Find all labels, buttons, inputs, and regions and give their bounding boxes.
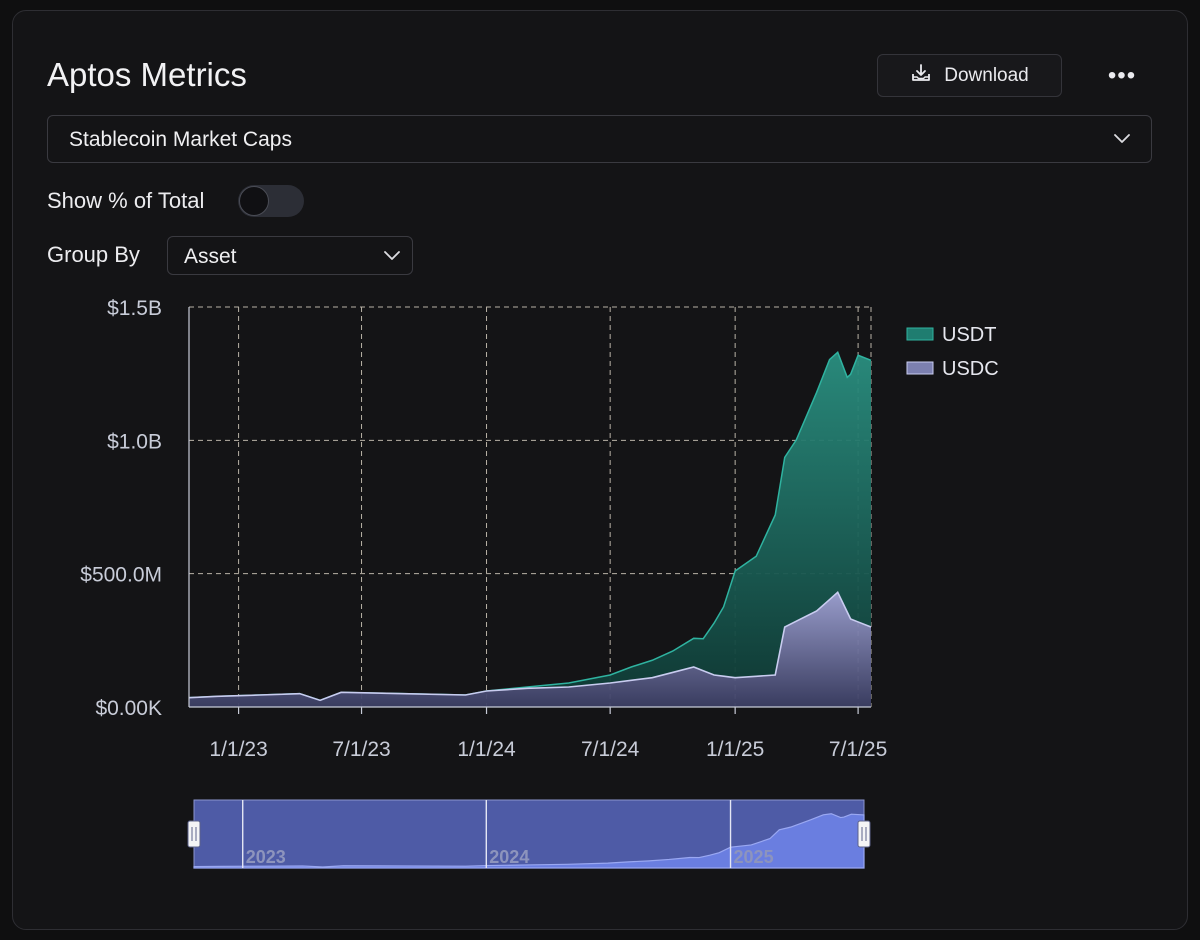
- download-icon: [910, 63, 932, 89]
- download-label: Download: [944, 64, 1029, 86]
- page-title: Aptos Metrics: [47, 56, 247, 93]
- y-tick-label: $1.0B: [107, 430, 162, 453]
- usdc-area: [189, 592, 871, 707]
- legend-label-usdt: USDT: [942, 324, 996, 346]
- legend-swatch-usdc: [906, 361, 934, 375]
- group-by-select[interactable]: Asset: [167, 236, 413, 275]
- usdc-line: [188, 591, 872, 702]
- percent-toggle[interactable]: [238, 185, 304, 217]
- chevron-down-icon: [384, 251, 400, 260]
- navigator-year-label: 2025: [734, 847, 774, 867]
- navigator-area: [193, 813, 865, 869]
- stablecoin-chart: $0.00K $500.0M $1.0B $1.5B 1/1/23 7/1/23 1/1/2…: [80, 297, 999, 761]
- x-tick-label: 7/1/24: [581, 738, 640, 761]
- x-tick-label: 1/1/24: [457, 738, 516, 761]
- x-tick-label: 1/1/25: [706, 738, 764, 761]
- download-button[interactable]: Download: [877, 54, 1062, 97]
- chevron-down-icon: [1114, 134, 1130, 143]
- handle-body: [187, 820, 201, 848]
- y-tick-label: $0.00K: [95, 697, 162, 720]
- metrics-panel: [12, 10, 1188, 930]
- legend-label-usdc: USDC: [942, 358, 999, 380]
- navigator-handle-right[interactable]: [857, 820, 871, 848]
- toggle-knob: [239, 186, 269, 216]
- navigator-handle-left[interactable]: [187, 820, 201, 848]
- navigator-year-label: 2023: [246, 847, 286, 867]
- handle-body: [857, 820, 871, 848]
- navigator-year-label: 2024: [489, 847, 529, 867]
- x-tick-label: 1/1/23: [209, 738, 267, 761]
- more-icon: •••: [1107, 62, 1137, 89]
- metric-select[interactable]: Stablecoin Market Caps: [47, 115, 1152, 163]
- legend-swatch-usdt: [906, 327, 934, 341]
- y-tick-label: $1.5B: [107, 297, 162, 320]
- group-by-label: Group By: [47, 242, 140, 267]
- y-tick-label: $500.0M: [80, 564, 162, 587]
- x-tick-label: 7/1/23: [332, 738, 390, 761]
- metric-select-value: Stablecoin Market Caps: [69, 128, 292, 151]
- more-options-button[interactable]: •••: [1098, 58, 1146, 94]
- group-by-value: Asset: [184, 245, 237, 268]
- percent-toggle-label: Show % of Total: [47, 188, 205, 213]
- x-tick-label: 7/1/25: [829, 738, 887, 761]
